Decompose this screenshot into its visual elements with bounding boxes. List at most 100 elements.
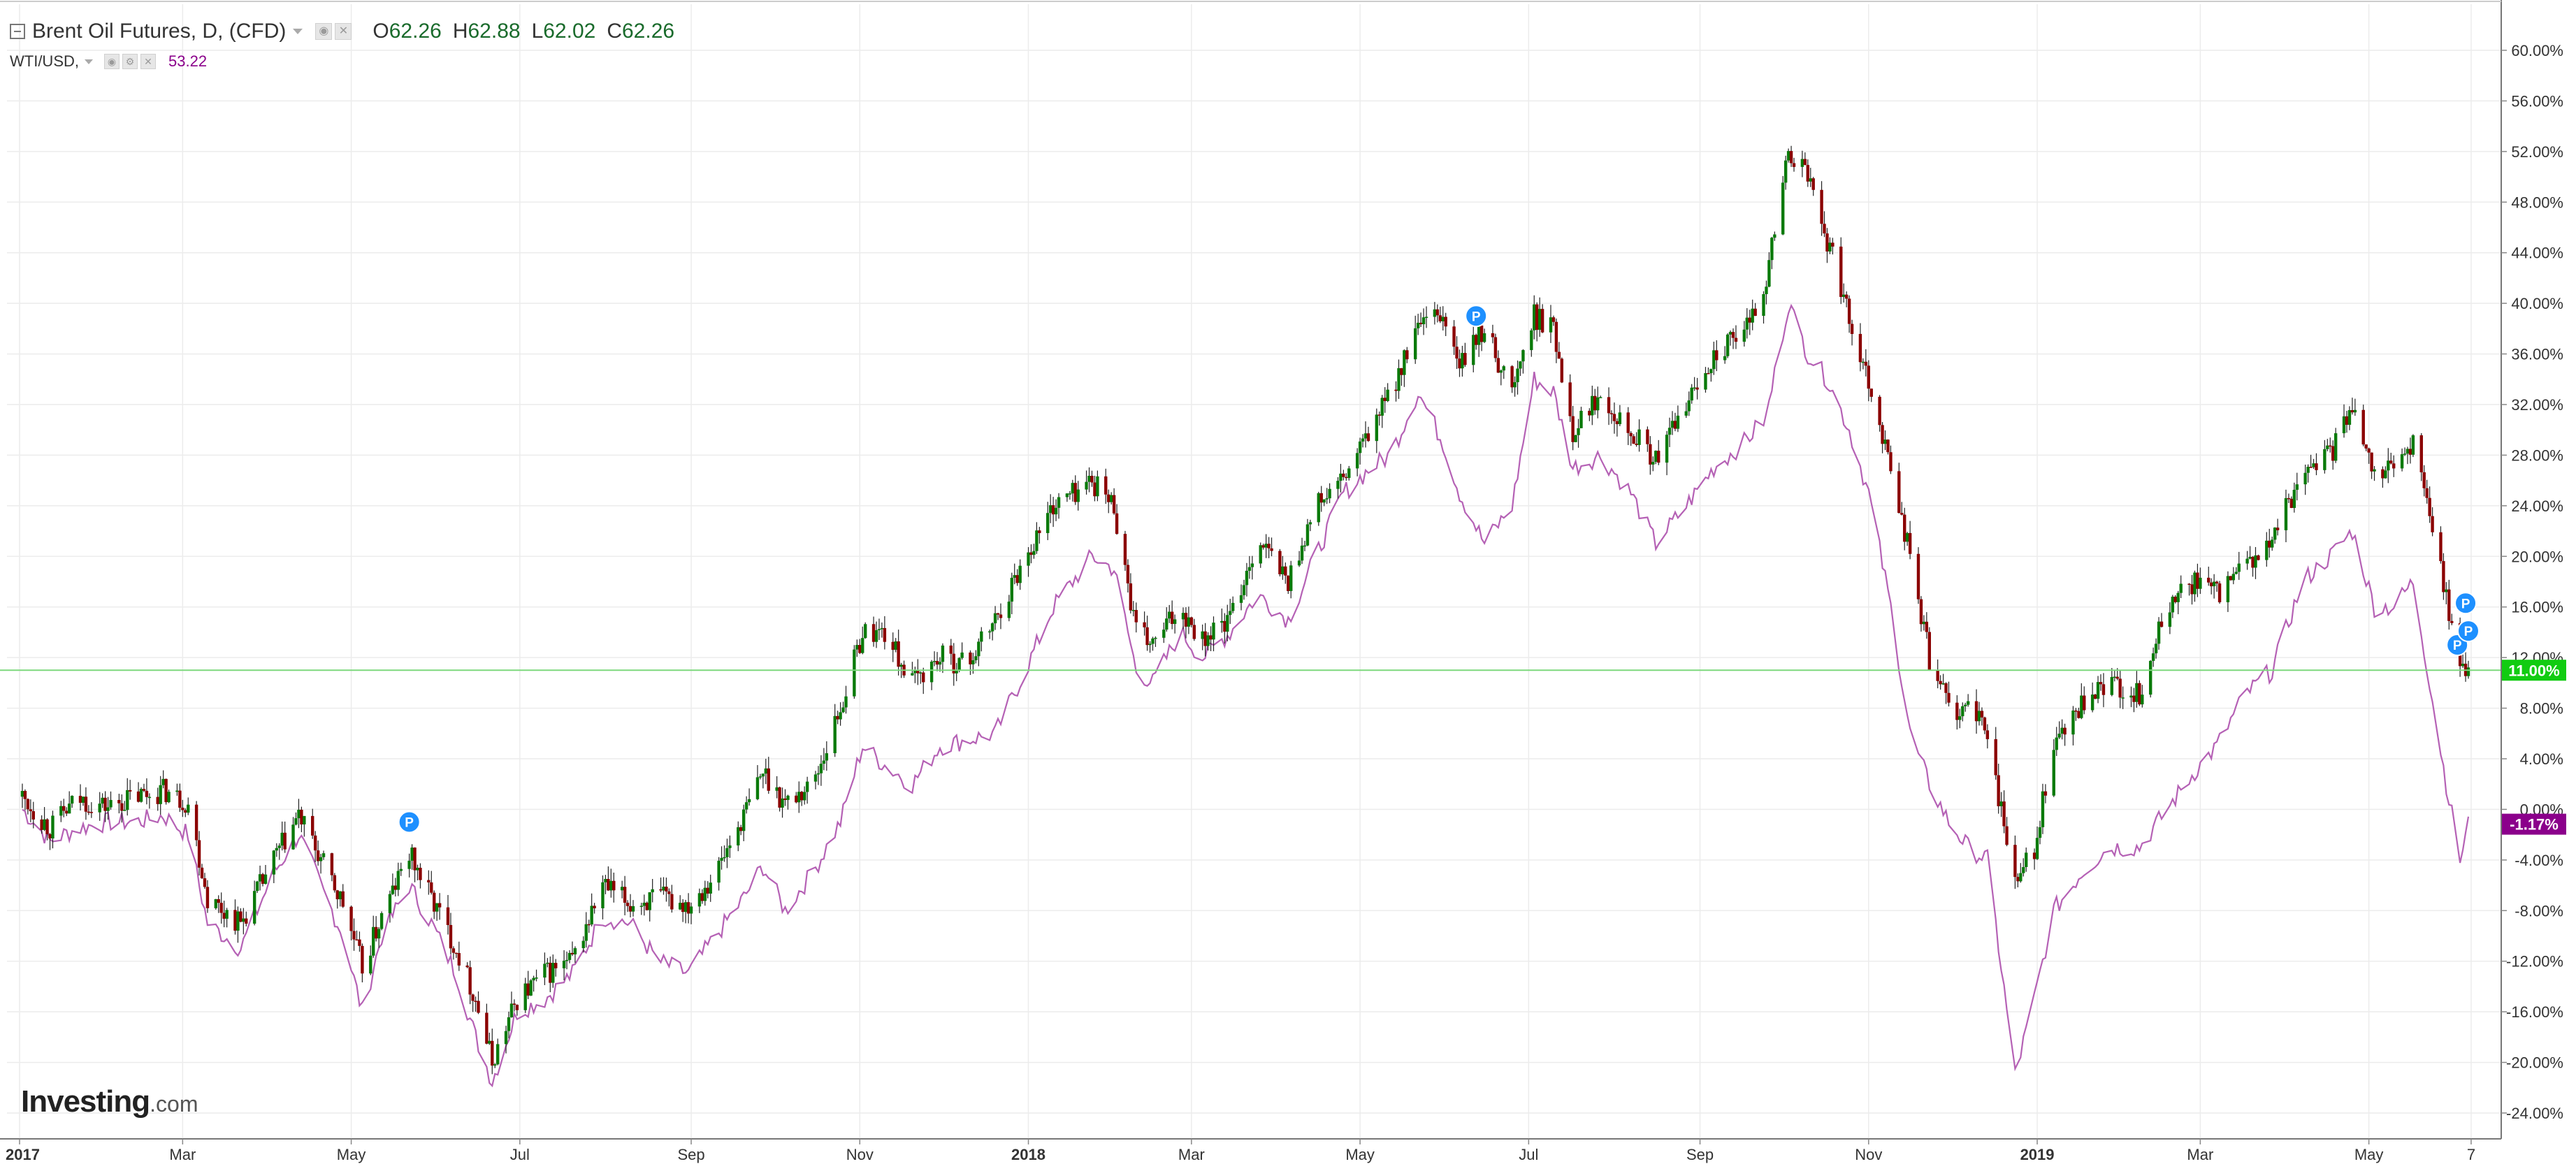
candle-body bbox=[454, 952, 458, 954]
candle-body bbox=[457, 953, 461, 966]
candle-body bbox=[1983, 717, 1987, 731]
candle-body bbox=[1947, 692, 1951, 703]
candle-body bbox=[1358, 441, 1362, 453]
candle-body bbox=[194, 804, 198, 841]
candle-body bbox=[2257, 555, 2260, 560]
y-tick-label: 4.00% bbox=[2520, 750, 2563, 768]
y-tick-label: 8.00% bbox=[2520, 700, 2563, 718]
candle-body bbox=[1209, 635, 1213, 640]
candle-body bbox=[128, 790, 132, 792]
candle-body bbox=[554, 963, 558, 968]
event-marker-icon[interactable] bbox=[398, 810, 421, 834]
candle-body bbox=[625, 903, 630, 906]
event-marker-label[interactable]: P bbox=[2464, 625, 2473, 639]
settings-icon[interactable]: ✕ bbox=[335, 23, 352, 40]
candle-body bbox=[1461, 353, 1464, 369]
candle-body bbox=[1184, 613, 1188, 627]
candle-body bbox=[1289, 565, 1293, 591]
candle-body bbox=[822, 760, 826, 764]
candle-body bbox=[1247, 567, 1252, 571]
candle-body bbox=[2333, 433, 2338, 461]
legend-compare-series: WTI/USD, ◉ ⚙ ✕ 53.22 bbox=[10, 48, 674, 75]
chevron-down-icon[interactable] bbox=[293, 29, 303, 34]
candle-body bbox=[645, 902, 649, 910]
event-marker-icon[interactable] bbox=[2454, 592, 2477, 615]
y-tick-label: -12.00% bbox=[2506, 953, 2563, 970]
candle-body bbox=[2392, 463, 2396, 469]
candle-body bbox=[919, 672, 922, 674]
candle-body bbox=[549, 962, 552, 983]
candle-body bbox=[1939, 681, 1942, 685]
event-marker-label[interactable]: P bbox=[2453, 639, 2462, 653]
candle-body bbox=[816, 773, 820, 775]
candle-body bbox=[399, 868, 403, 871]
candle-body bbox=[377, 929, 381, 939]
event-marker-icon[interactable] bbox=[1465, 305, 1488, 328]
candle-body bbox=[1878, 396, 1881, 426]
candle-body bbox=[1649, 444, 1652, 465]
candle-body bbox=[1731, 332, 1735, 338]
candle-body bbox=[1654, 451, 1658, 463]
candle-body bbox=[2052, 750, 2055, 796]
candle-body bbox=[175, 790, 179, 792]
y-tick-label: 52.00% bbox=[2511, 143, 2563, 161]
settings-icon[interactable]: ⚙ bbox=[122, 54, 138, 69]
candle-body bbox=[1051, 505, 1055, 515]
candle-body bbox=[1927, 632, 1932, 670]
candle-body bbox=[391, 885, 395, 894]
close-icon[interactable]: ✕ bbox=[140, 54, 156, 69]
candle-body bbox=[2419, 435, 2423, 472]
y-tick-label: 60.00% bbox=[2511, 42, 2563, 59]
candle-body bbox=[2400, 454, 2404, 469]
candle-body bbox=[181, 808, 184, 810]
close-label: C bbox=[607, 20, 622, 43]
candle-body bbox=[1187, 617, 1191, 627]
event-marker-label[interactable]: P bbox=[1472, 310, 1481, 324]
candle-body bbox=[2096, 682, 2100, 699]
candle-body bbox=[1767, 260, 1771, 287]
candle-body bbox=[1997, 775, 2000, 806]
event-marker-label[interactable]: P bbox=[405, 816, 414, 831]
candle-body bbox=[755, 777, 760, 799]
collapse-legend-icon[interactable] bbox=[10, 24, 25, 39]
candle-body bbox=[78, 796, 82, 803]
compare-symbol[interactable]: WTI/USD, bbox=[10, 52, 79, 70]
candle-body bbox=[2154, 643, 2158, 654]
candle-body bbox=[565, 959, 569, 961]
chevron-down-icon[interactable] bbox=[85, 59, 93, 64]
candle-body bbox=[1635, 444, 1638, 445]
eye-icon[interactable]: ◉ bbox=[104, 54, 120, 69]
candle-body bbox=[330, 853, 334, 875]
candle-body bbox=[686, 902, 690, 914]
candle-body bbox=[1977, 711, 1981, 722]
candle-body bbox=[607, 879, 610, 891]
candle-body bbox=[495, 1044, 500, 1065]
candle-body bbox=[871, 624, 876, 642]
candle-body bbox=[1220, 620, 1224, 623]
symbol-title[interactable]: Brent Oil Futures, D, (CFD) bbox=[32, 20, 287, 43]
candle-body bbox=[725, 848, 729, 857]
candle-body bbox=[2450, 620, 2454, 623]
candle-body bbox=[1032, 551, 1036, 555]
event-marker-icon[interactable] bbox=[2457, 620, 2480, 643]
event-marker-label[interactable]: P bbox=[2461, 597, 2470, 611]
candle-body bbox=[1109, 495, 1113, 502]
candle-body bbox=[2032, 852, 2036, 859]
candle-body bbox=[258, 874, 262, 882]
candle-body bbox=[504, 1031, 508, 1045]
candle-body bbox=[2207, 577, 2210, 583]
candle-body bbox=[1820, 189, 1823, 224]
candle-body bbox=[1974, 701, 1978, 722]
candle-body bbox=[612, 880, 616, 891]
candle-body bbox=[1800, 159, 1804, 167]
candle-body bbox=[1964, 704, 1967, 706]
candle-body bbox=[187, 804, 190, 813]
candle-body bbox=[1667, 428, 1672, 435]
candle-body bbox=[1651, 462, 1655, 465]
eye-icon[interactable]: ◉ bbox=[315, 23, 333, 40]
candle-body bbox=[1690, 387, 1693, 401]
candle-body bbox=[1574, 435, 1577, 442]
candle-body bbox=[2157, 621, 2161, 644]
